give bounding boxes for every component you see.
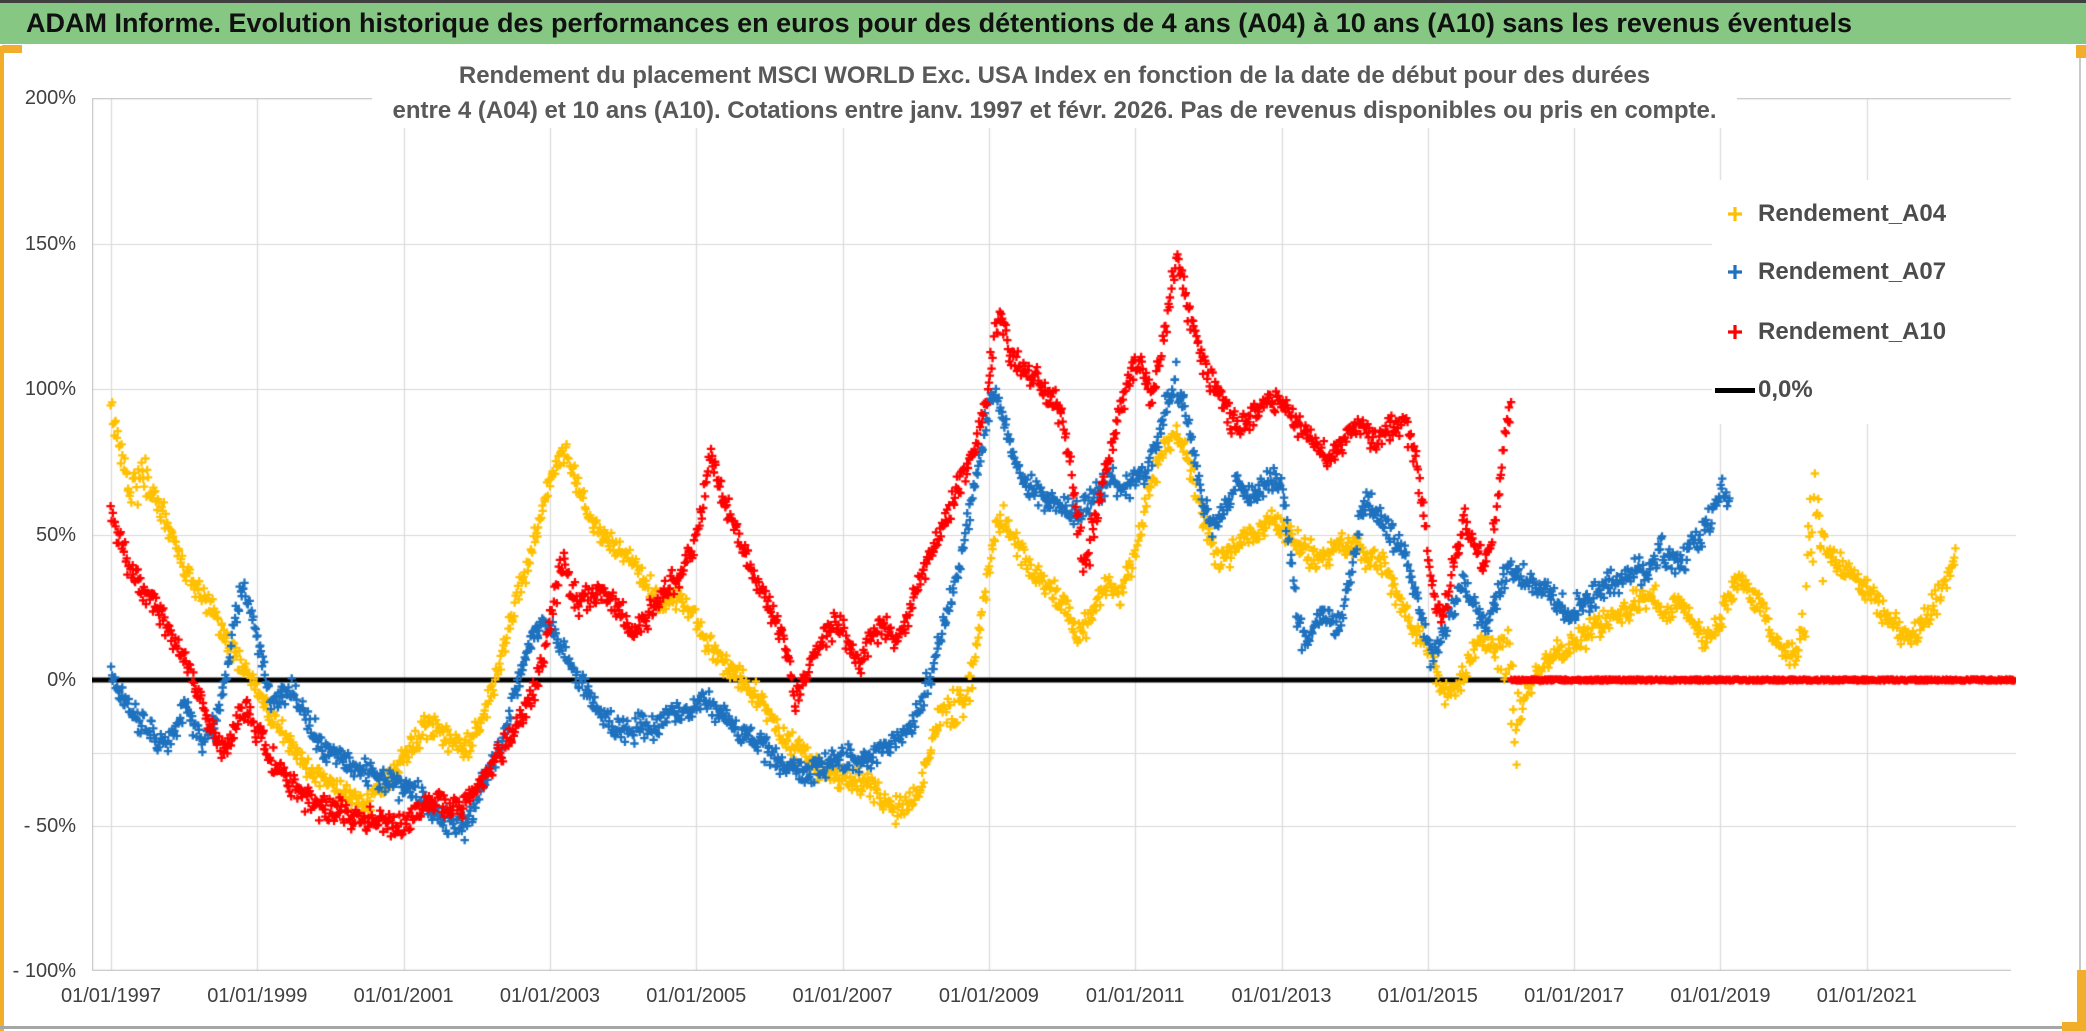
plus-marker-icon	[1712, 262, 1758, 282]
window-right-border	[2079, 58, 2081, 970]
page-title: ADAM Informe. Evolution historique des p…	[26, 8, 1853, 38]
legend-item-rendement-a10[interactable]: Rendement_A10	[1712, 316, 2064, 348]
x-axis-label: 01/01/2003	[499, 985, 600, 1007]
x-axis-label: 01/01/2019	[1670, 985, 1771, 1007]
legend-label: 0,0%	[1758, 376, 1813, 403]
y-axis-label: 0%	[47, 669, 76, 691]
x-axis-label: 01/01/2017	[1524, 985, 1625, 1007]
x-axis-label: 01/01/2001	[353, 985, 454, 1007]
window-top-border	[0, 0, 2086, 3]
y-axis-label: 200%	[24, 87, 76, 109]
y-axis-label: 100%	[24, 378, 76, 400]
y-axis-label: 50%	[35, 523, 76, 546]
gold-corner-bottom-right	[2062, 1022, 2086, 1031]
x-axis-label: 01/01/1999	[207, 985, 308, 1007]
window-left-border	[0, 46, 4, 1031]
legend-item-zero-line[interactable]: 0,0%	[1712, 374, 2064, 406]
legend-item-rendement-a04[interactable]: Rendement_A04	[1712, 198, 2064, 230]
chart-title-line2: entre 4 (A04) et 10 ans (A10). Cotations…	[392, 97, 1717, 124]
x-axis-label: 01/01/2005	[646, 985, 747, 1007]
gold-tab-top-right	[2076, 45, 2086, 58]
legend-label: Rendement_A04	[1758, 200, 1947, 227]
x-axis-label: 01/01/2007	[792, 985, 893, 1007]
legend: Rendement_A04 Rendement_A07 Rendement_A1…	[1712, 180, 2064, 424]
legend-item-rendement-a07[interactable]: Rendement_A07	[1712, 256, 2064, 288]
plus-marker-icon	[1712, 322, 1758, 342]
app-title-bar: ADAM Informe. Evolution historique des p…	[0, 3, 2086, 44]
chart-title-line1: Rendement du placement MSCI WORLD Exc. U…	[458, 62, 1651, 89]
legend-label: Rendement_A07	[1758, 258, 1947, 285]
plus-marker-icon	[1712, 204, 1758, 224]
gold-tab-top-left	[2, 45, 22, 53]
x-axis-label: 01/01/1997	[60, 985, 162, 1007]
window-bottom-border	[0, 1026, 2064, 1029]
x-axis-label: 01/01/2011	[1085, 985, 1185, 1007]
y-axis-label: - 50%	[23, 814, 76, 837]
y-axis-label: 150%	[24, 232, 76, 255]
chart-title: Rendement du placement MSCI WORLD Exc. U…	[372, 58, 1737, 128]
zero-line-swatch	[1715, 387, 1755, 393]
x-axis-label: 01/01/2009	[938, 985, 1039, 1007]
x-axis-label: 01/01/2015	[1377, 985, 1478, 1007]
window-right-border-gold	[2077, 970, 2086, 1031]
x-axis-label: 01/01/2013	[1231, 985, 1332, 1007]
legend-label: Rendement_A10	[1758, 318, 1947, 345]
x-axis-label: 01/01/2021	[1816, 985, 1917, 1007]
chart-plot-canvas	[92, 98, 2016, 971]
y-axis-label: - 100%	[12, 960, 76, 982]
